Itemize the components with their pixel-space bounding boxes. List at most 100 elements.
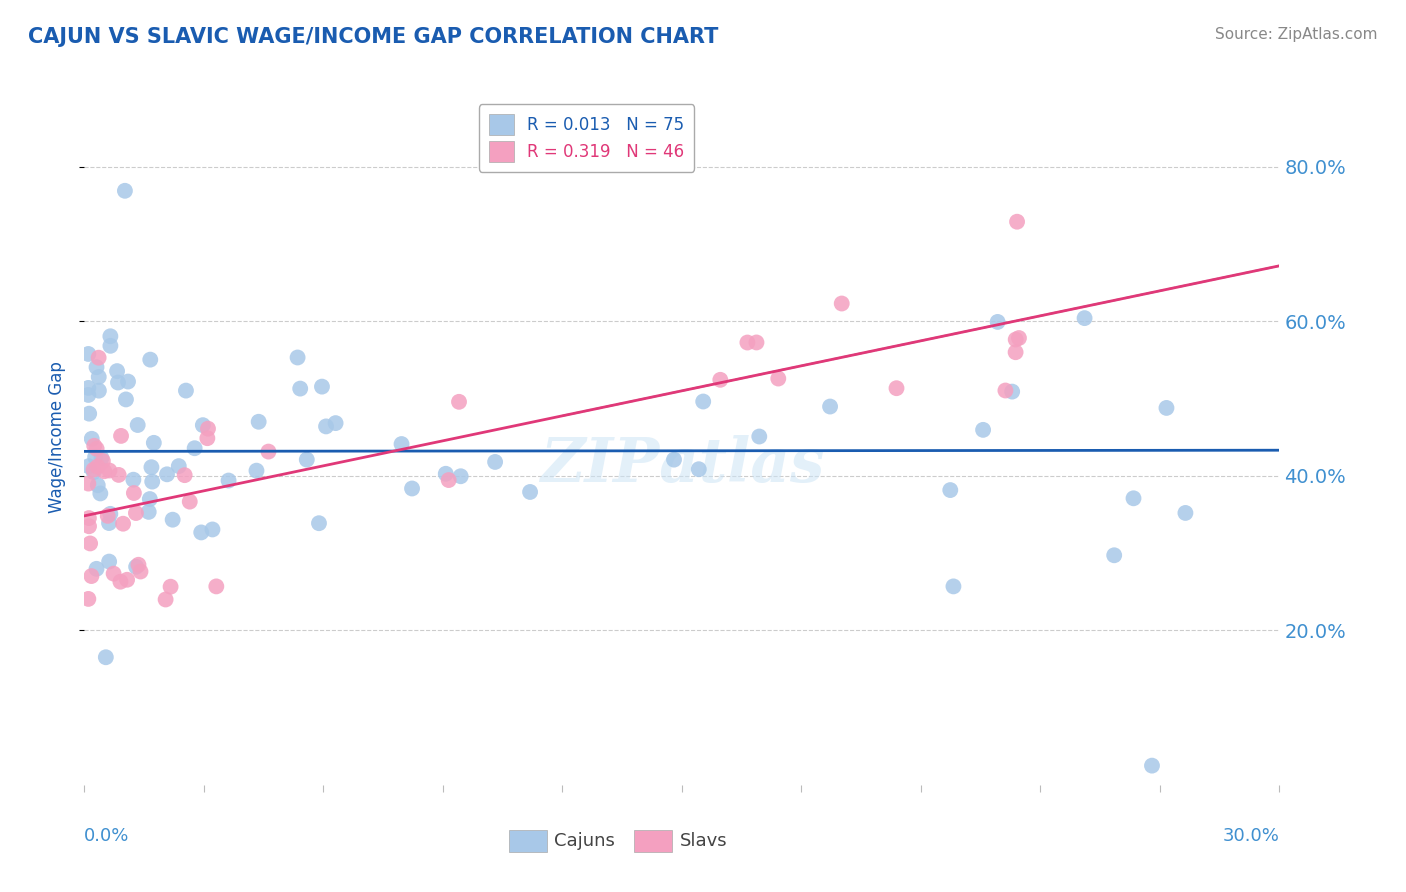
Point <box>1001 384 1024 399</box>
Point <box>692 394 714 409</box>
Point <box>77 459 100 474</box>
Point <box>167 459 190 474</box>
Point <box>107 376 129 390</box>
Point <box>142 435 165 450</box>
Point <box>110 574 132 589</box>
Point <box>77 347 100 361</box>
Point <box>247 415 270 429</box>
Point <box>103 566 125 581</box>
FancyBboxPatch shape <box>509 830 547 853</box>
Point <box>1122 491 1144 506</box>
Point <box>125 506 148 520</box>
Point <box>98 516 121 530</box>
Point <box>994 384 1017 398</box>
Point <box>77 381 100 395</box>
Point <box>287 351 309 365</box>
Point <box>129 565 152 579</box>
Point <box>745 335 768 350</box>
Text: 0.0%: 0.0% <box>84 827 129 845</box>
Point <box>105 364 128 378</box>
Point <box>80 432 103 446</box>
Point <box>83 439 105 453</box>
Point <box>98 464 121 478</box>
Point <box>87 370 110 384</box>
Text: 30.0%: 30.0% <box>1223 827 1279 845</box>
Point <box>90 450 112 465</box>
Point <box>179 494 201 508</box>
Point <box>972 423 994 437</box>
Point <box>122 486 145 500</box>
Point <box>86 442 108 456</box>
Point <box>391 437 413 451</box>
Point <box>447 394 470 409</box>
Point <box>117 375 139 389</box>
Point <box>1156 401 1178 415</box>
Point <box>77 591 100 606</box>
Point <box>987 315 1010 329</box>
Point <box>308 516 330 531</box>
Point <box>155 592 177 607</box>
Point <box>114 184 136 198</box>
Point <box>218 474 240 488</box>
Point <box>257 444 280 458</box>
Point <box>519 485 541 500</box>
Point <box>709 373 731 387</box>
Point <box>434 467 457 481</box>
Point <box>205 579 228 593</box>
Text: Source: ZipAtlas.com: Source: ZipAtlas.com <box>1215 27 1378 42</box>
Point <box>401 482 423 496</box>
Point <box>112 516 135 531</box>
Point <box>86 360 108 375</box>
Point <box>110 429 132 443</box>
Point <box>98 507 121 521</box>
Point <box>183 441 205 455</box>
Point <box>174 384 197 398</box>
Point <box>1073 311 1095 326</box>
Point <box>450 469 472 483</box>
Text: Cajuns: Cajuns <box>554 832 614 850</box>
Point <box>83 465 105 479</box>
Text: CAJUN VS SLAVIC WAGE/INCOME GAP CORRELATION CHART: CAJUN VS SLAVIC WAGE/INCOME GAP CORRELAT… <box>28 27 718 46</box>
Point <box>122 473 145 487</box>
Point <box>190 525 212 540</box>
Point <box>818 400 841 414</box>
Point <box>290 382 312 396</box>
Point <box>156 467 179 482</box>
Point <box>1005 215 1028 229</box>
Point <box>159 580 181 594</box>
Point <box>94 650 117 665</box>
Point <box>197 422 219 436</box>
Point <box>768 371 790 385</box>
Point <box>100 339 122 353</box>
Point <box>115 392 138 407</box>
Point <box>83 463 105 477</box>
Text: Slavs: Slavs <box>679 832 727 850</box>
Point <box>939 483 962 497</box>
Point <box>201 523 224 537</box>
Point <box>886 381 908 395</box>
Point <box>245 464 267 478</box>
Y-axis label: Wage/Income Gap: Wage/Income Gap <box>48 361 66 513</box>
Point <box>139 491 162 506</box>
Point <box>77 476 100 491</box>
Text: ZIP​atlas: ZIP​atlas <box>540 435 824 495</box>
Point <box>311 379 333 393</box>
Point <box>91 454 114 468</box>
Point <box>86 459 108 474</box>
Point <box>662 452 685 467</box>
FancyBboxPatch shape <box>634 830 672 853</box>
Point <box>831 296 853 310</box>
Point <box>80 569 103 583</box>
Point <box>1140 758 1163 772</box>
Point <box>97 508 120 523</box>
Point <box>484 455 506 469</box>
Point <box>77 407 100 421</box>
Point <box>748 429 770 443</box>
Point <box>77 519 100 533</box>
Point <box>1174 506 1197 520</box>
Point <box>139 352 162 367</box>
Point <box>141 475 163 489</box>
Point <box>942 579 965 593</box>
Legend: R = 0.013   N = 75, R = 0.319   N = 46: R = 0.013 N = 75, R = 0.319 N = 46 <box>478 104 695 172</box>
Point <box>688 462 710 476</box>
